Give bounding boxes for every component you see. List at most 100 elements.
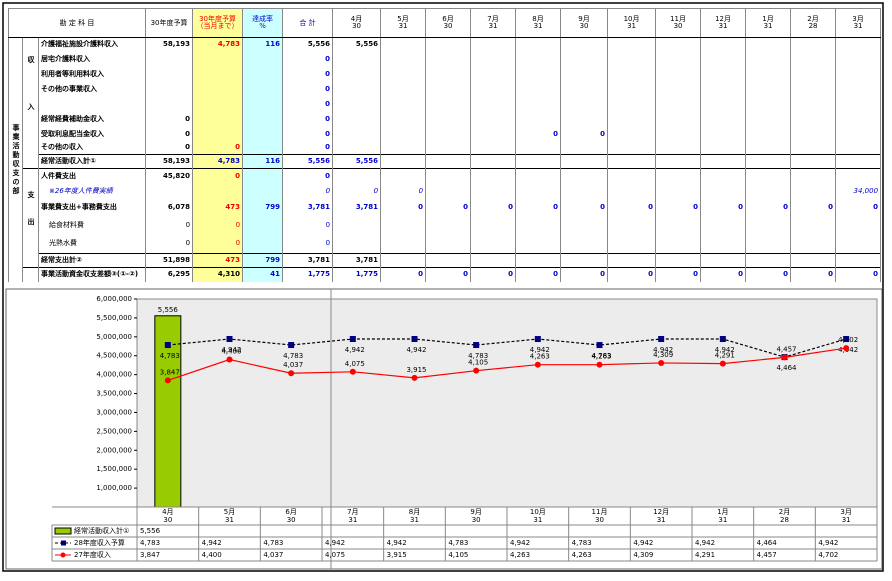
cell: 3,781 (332, 253, 382, 268)
point-label: 3,847 (160, 368, 180, 376)
cell (515, 111, 562, 127)
cell (560, 111, 609, 127)
cell (607, 111, 657, 127)
cell: 0 (282, 234, 334, 254)
cell: 0 (425, 267, 472, 282)
marker (719, 336, 726, 343)
cell: 0 (560, 198, 609, 216)
cell: 5,556 (282, 37, 334, 52)
cell: 0 (745, 267, 792, 282)
x-tick-label: 11月 (592, 508, 608, 516)
marker (843, 336, 850, 343)
cell (700, 96, 747, 112)
month: 8月 (532, 15, 544, 23)
cell (835, 154, 882, 169)
day: 30 (352, 22, 361, 30)
x-tick-sublabel: 30 (287, 516, 296, 524)
cell (332, 111, 382, 127)
legend-entry: 28年度収入予算 (74, 538, 125, 547)
header-total: 合 計 (282, 8, 334, 38)
row-label (37, 96, 147, 112)
marker (843, 345, 850, 352)
cell (380, 253, 427, 268)
cell: 0 (282, 81, 334, 97)
cell (380, 37, 427, 52)
cell (790, 51, 837, 67)
cell: 0 (282, 51, 334, 67)
cell (607, 126, 657, 142)
header-note: （当月まで） (196, 22, 239, 30)
cell (380, 126, 427, 142)
section-label: 事業活動収支の部 (8, 37, 23, 282)
cell (655, 96, 702, 112)
table-value: 4,291 (695, 551, 715, 559)
cell: 0 (470, 267, 517, 282)
cell (655, 81, 702, 97)
cell (607, 215, 657, 235)
marker (288, 370, 295, 377)
month: 12月 (715, 15, 731, 23)
cell (700, 141, 747, 155)
legend-entry: 27年度収入 (74, 550, 111, 559)
marker (719, 360, 726, 367)
cell (242, 168, 284, 184)
cell (425, 234, 472, 254)
cell: 0 (192, 215, 244, 235)
table-value: 5,556 (140, 527, 161, 535)
day: 31 (533, 22, 543, 30)
cell (380, 215, 427, 235)
cell (380, 141, 427, 155)
x-tick-label: 12月 (653, 508, 669, 516)
x-tick-sublabel: 28 (780, 516, 789, 524)
cell (242, 96, 284, 112)
cell (470, 111, 517, 127)
cell (560, 215, 609, 235)
cell (425, 126, 472, 142)
row-label: 利用者等利用料収入 (37, 66, 147, 82)
x-tick-sublabel: 30 (595, 516, 604, 524)
x-tick-sublabel: 30 (472, 516, 481, 524)
point-label: 4,942 (345, 346, 365, 354)
point-label: 4,942 (406, 346, 426, 354)
cell: 0 (192, 141, 244, 155)
point-label: 4,783 (468, 352, 488, 360)
cell (790, 168, 837, 184)
marker (226, 356, 233, 363)
table-value: 4,263 (572, 551, 592, 559)
x-tick-sublabel: 31 (657, 516, 666, 524)
cell: 0 (145, 111, 194, 127)
cell (192, 51, 244, 67)
cell (745, 111, 792, 127)
cell (192, 111, 244, 127)
x-tick-sublabel: 31 (842, 516, 851, 524)
cell (145, 66, 194, 82)
cell (425, 141, 472, 155)
cell: 0 (515, 198, 562, 216)
legend-entry: 経常活動収入計① (74, 526, 129, 535)
cell (192, 96, 244, 112)
cell: 0 (145, 126, 194, 142)
cell (145, 81, 194, 97)
marker (658, 359, 665, 366)
cell (470, 96, 517, 112)
x-tick-label: 1月 (717, 508, 728, 516)
cell: 0 (835, 267, 882, 282)
cell (607, 96, 657, 112)
frame (2, 2, 884, 572)
point-label: 4,942 (221, 346, 241, 354)
header-month: 9月 30 (560, 8, 609, 38)
cell (332, 126, 382, 142)
cell: 0 (607, 198, 657, 216)
row-label: その他の事業収入 (37, 81, 147, 97)
cell (380, 81, 427, 97)
cell (515, 183, 562, 199)
y-tick-label: 4,000,000 (96, 371, 132, 379)
cell (700, 154, 747, 169)
cell: 0 (192, 234, 244, 254)
point-label: 4,105 (468, 359, 488, 367)
cell (145, 96, 194, 112)
blank-cell (22, 267, 39, 282)
cell (745, 51, 792, 67)
cell (425, 111, 472, 127)
table-value: 4,783 (448, 539, 468, 547)
